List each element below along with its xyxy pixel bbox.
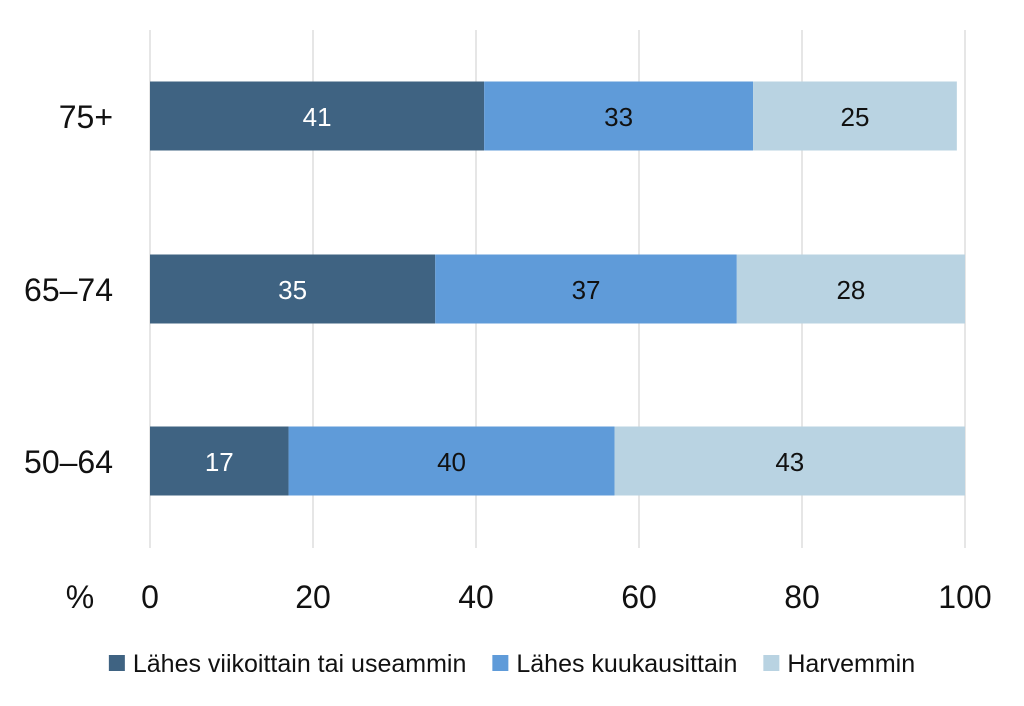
category-label: 75+ [59,99,113,135]
category-label: 50–64 [24,444,113,480]
bar-data-label: 33 [604,102,633,132]
axis-layer: % 0 20 40 60 80 100 [66,579,992,615]
bar-data-label: 37 [572,275,601,305]
bar-segment [288,426,615,496]
bar-data-label: 35 [278,275,307,305]
legend-label: Lähes viikoittain tai useammin [133,650,467,678]
bar-data-label: 40 [437,447,466,477]
x-tick-label: 40 [458,579,494,615]
x-tick-label: 0 [141,579,159,615]
legend-label: Lähes kuukausittain [516,650,737,678]
legend-swatch [492,655,509,671]
bar-segment [614,426,965,496]
bar-segment [753,81,957,151]
legend-swatch [108,655,125,671]
x-tick-label: 60 [621,579,657,615]
legend: Lähes viikoittain tai useammin Lähes kuuk… [108,650,915,678]
bar-data-label: 25 [841,102,870,132]
x-tick-label: 20 [295,579,331,615]
bar-segment [150,254,436,324]
bar-segment [435,254,737,324]
bars-layer: 41 33 25 75+ 35 37 28 65–74 17 40 43 50–64 [24,81,965,496]
bar-segment [150,426,289,496]
bar-data-label: 17 [205,447,234,477]
x-tick-label: 80 [784,579,820,615]
x-axis-unit-label: % [66,579,94,615]
bar-segment [736,254,965,324]
legend-swatch [763,655,780,671]
x-tick-label: 100 [938,579,991,615]
bar-data-label: 28 [836,275,865,305]
category-label: 65–74 [24,272,113,308]
bar-data-label: 43 [775,447,804,477]
bar-segment [484,81,754,151]
bar-segment [150,81,485,151]
bar-data-label: 41 [303,102,332,132]
legend-label: Harvemmin [787,650,915,678]
